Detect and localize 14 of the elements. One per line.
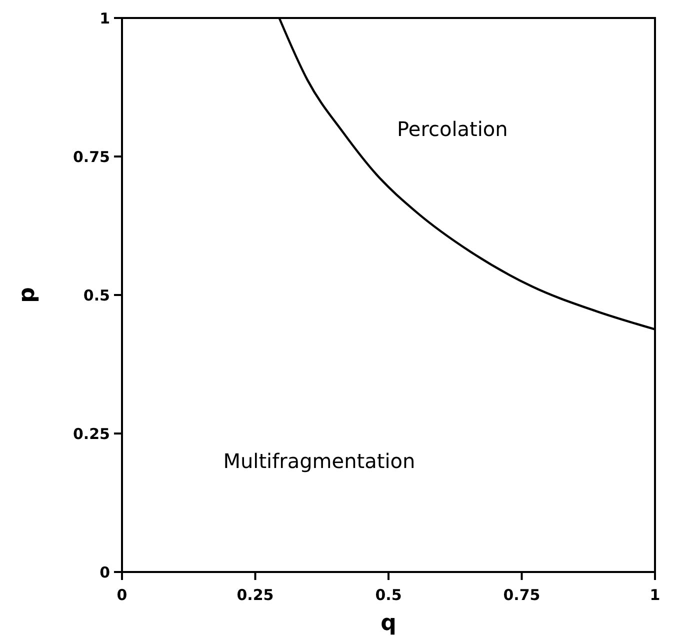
x-tick-label: 0 xyxy=(116,586,128,604)
y-tick-label: 0 xyxy=(100,563,110,582)
x-tick-label: 0.75 xyxy=(503,586,540,604)
x-tick-label: 0.25 xyxy=(236,586,274,604)
x-tick-label: 1 xyxy=(650,586,660,604)
y-tick-label: 0.75 xyxy=(72,148,110,166)
annotation: Percolation xyxy=(397,116,508,141)
x-axis-title: q xyxy=(380,611,396,636)
x-tick-label: 0.5 xyxy=(375,586,402,604)
y-tick-label: 0.25 xyxy=(72,424,110,443)
y-tick-label: 0.5 xyxy=(83,286,110,304)
y-tick-label: 1 xyxy=(100,9,110,28)
annotation: Multifragmentation xyxy=(223,449,416,474)
y-axis-title: p xyxy=(15,287,40,303)
